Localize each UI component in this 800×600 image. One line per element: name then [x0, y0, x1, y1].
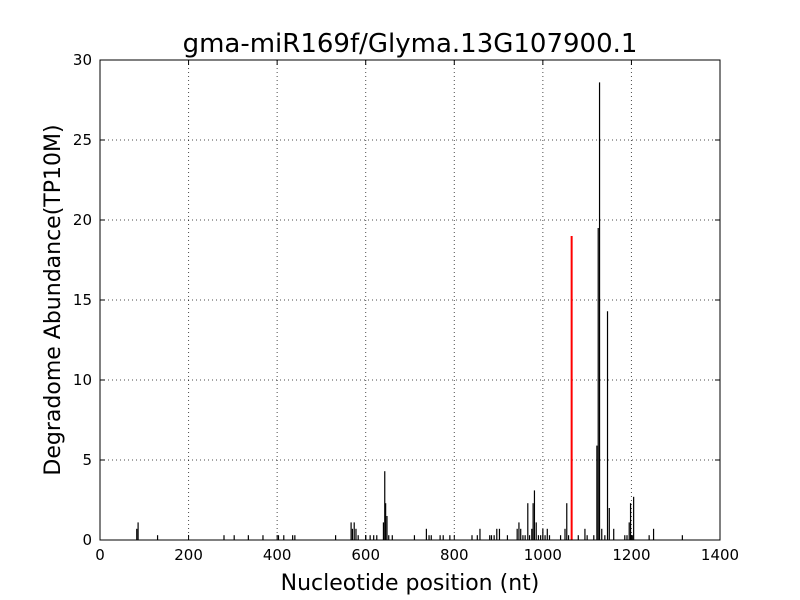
x-tick-label: 1400 [701, 546, 739, 564]
x-tick-label: 1200 [612, 546, 650, 564]
y-tick-label: 10 [73, 371, 92, 389]
y-axis-ticks: 0 5 10 15 20 25 30 [73, 51, 720, 549]
x-axis-ticks: 0 200 400 600 800 1000 1200 1400 [95, 60, 739, 564]
y-tick-label: 5 [82, 451, 92, 469]
x-axis-label: Nucleotide position (nt) [281, 571, 540, 596]
x-tick-label: 1000 [524, 546, 562, 564]
y-tick-label: 20 [73, 211, 92, 229]
y-tick-label: 0 [82, 531, 92, 549]
x-tick-label: 800 [440, 546, 469, 564]
data-bars [136, 82, 683, 540]
y-tick-label: 15 [73, 291, 92, 309]
y-tick-label: 25 [73, 131, 92, 149]
x-tick-label: 0 [95, 546, 105, 564]
chart-title: gma-miR169f/Glyma.13G107900.1 [183, 29, 638, 59]
y-axis-label: Degradome Abundance(TP10M) [41, 124, 66, 475]
grid-lines [100, 60, 720, 540]
x-tick-label: 400 [263, 546, 292, 564]
x-tick-label: 600 [351, 546, 380, 564]
y-tick-label: 30 [73, 51, 92, 69]
x-tick-label: 200 [174, 546, 203, 564]
